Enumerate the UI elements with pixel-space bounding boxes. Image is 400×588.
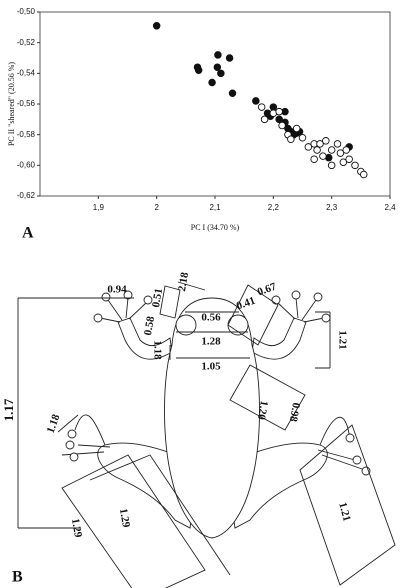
measurement: 2.18 <box>176 271 191 293</box>
measurement: 0.56 <box>201 312 221 324</box>
panel-label: A <box>22 225 34 242</box>
point <box>314 147 321 154</box>
point <box>218 70 225 77</box>
point <box>323 138 330 145</box>
figure: A B PC I (34.70 %) PC II "sheared" (20.5… <box>0 0 400 588</box>
point <box>328 162 335 169</box>
measurement: 1.17 <box>1 398 16 421</box>
measurement: 0.41 <box>235 295 257 313</box>
point <box>153 23 160 30</box>
point <box>311 156 318 163</box>
y-tick-label: -0,50 <box>17 7 36 16</box>
measurement: 1.28 <box>201 336 221 348</box>
y-axis-label: PC II "sheared" (20.56 %) <box>7 62 16 146</box>
y-tick-label: -0,52 <box>17 38 36 47</box>
frog-diagram: 0.94 0.51 2.18 0.67 0.58 0.56 0.41 1.28 … <box>1 271 395 588</box>
point <box>258 104 265 111</box>
measurement: 0.98 <box>287 402 302 424</box>
point <box>343 147 350 154</box>
point <box>352 162 359 169</box>
y-tick-label: -0,58 <box>17 130 36 139</box>
x-tick-label: 1,9 <box>93 203 105 212</box>
measurement: 1.21 <box>336 501 353 523</box>
point <box>346 156 353 163</box>
point <box>293 125 300 132</box>
x-axis-label: PC I (34.70 %) <box>191 223 240 232</box>
point <box>334 141 341 148</box>
point <box>270 104 277 111</box>
measurement: 1.18 <box>151 340 163 360</box>
point <box>261 116 268 123</box>
x-tick-label: 2 <box>154 203 159 212</box>
point <box>276 108 283 115</box>
measurement: 1.29 <box>117 507 132 529</box>
point <box>328 147 335 154</box>
measurement: 0.94 <box>107 284 127 296</box>
point <box>209 79 216 86</box>
plot-frame <box>40 12 390 196</box>
y-tick-label: -0,54 <box>17 68 36 77</box>
x-tick-label: 2,3 <box>326 203 338 212</box>
point <box>215 52 222 59</box>
point <box>320 153 327 160</box>
y-tick-label: -0,56 <box>17 99 36 108</box>
measurement: 1.18 <box>45 412 63 435</box>
measurement: 1.21 <box>336 330 348 349</box>
x-tick-label: 2,1 <box>209 203 221 212</box>
point <box>279 122 286 129</box>
point <box>288 136 295 143</box>
measurement: 0.51 <box>150 287 165 308</box>
measurement: 1.05 <box>201 361 221 373</box>
measurement: 1.29 <box>69 517 84 539</box>
point <box>360 171 367 178</box>
x-tick-label: 2,4 <box>384 203 396 212</box>
y-tick-label: -0,60 <box>17 160 36 169</box>
y-tick-label: -0,62 <box>17 191 36 200</box>
point <box>214 64 221 71</box>
x-tick-label: 2,2 <box>268 203 280 212</box>
point <box>226 55 233 62</box>
panel-label: B <box>12 569 23 586</box>
point <box>299 134 306 141</box>
point <box>253 98 260 105</box>
measurement: 0.58 <box>142 315 157 337</box>
point <box>195 67 202 74</box>
point <box>229 90 236 97</box>
